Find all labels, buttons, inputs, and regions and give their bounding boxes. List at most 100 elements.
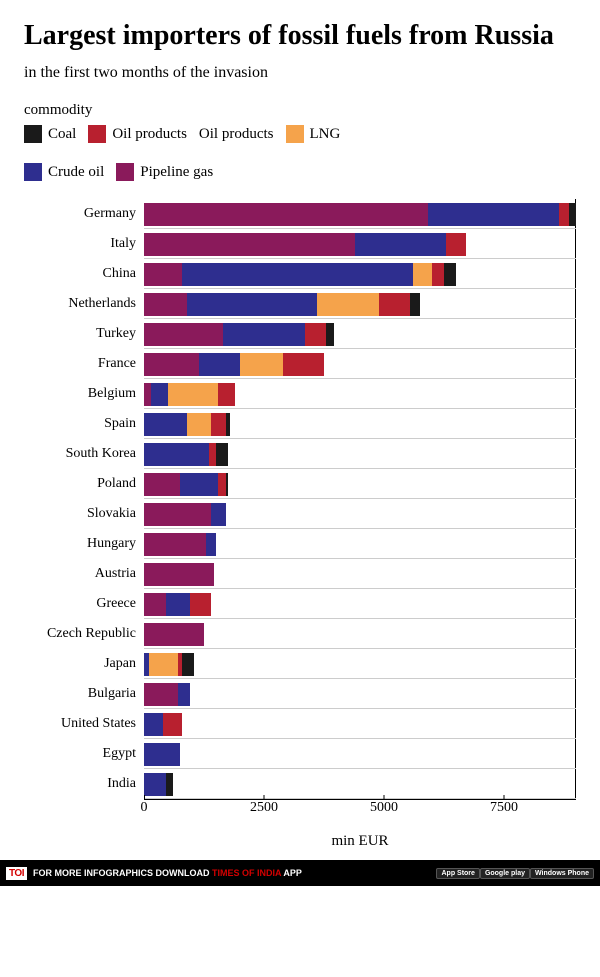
legend-item-pipeline_gas: Pipeline gas [116,163,213,181]
row-bar-area [144,769,576,799]
row-bar-area [144,229,576,259]
bar-segment-coal [569,203,576,226]
bar-segment-crude_oil [144,413,187,436]
row-bar-area [144,499,576,529]
stacked-bar [144,563,576,586]
row-label: Greece [24,596,144,612]
bar-segment-crude_oil [151,383,168,406]
chart-row: Bulgaria [24,679,576,709]
x-tick: 0 [141,800,148,816]
bar-segment-crude_oil [355,233,446,256]
row-label: Belgium [24,386,144,402]
stacked-bar [144,683,576,706]
stacked-bar [144,293,576,316]
chart-row: Turkey [24,319,576,349]
x-tick: 2500 [250,800,278,816]
bar-segment-pipeline_gas [144,323,223,346]
chart-container: Largest importers of fossil fuels from R… [0,0,600,860]
bar-segment-coal [444,263,456,286]
row-bar-area [144,559,576,589]
bar-segment-oil_products [218,383,235,406]
bar-segment-crude_oil [166,593,190,616]
bar-segment-oil_products [432,263,444,286]
legend-item-crude_oil: Crude oil [24,163,104,181]
bar-segment-pipeline_gas [144,473,180,496]
bar-segment-crude_oil [178,683,190,706]
legend-label: Pipeline gas [140,164,213,181]
store-badge[interactable]: Google play [480,868,530,879]
row-bar-area [144,379,576,409]
row-bar-area [144,439,576,469]
row-label: Italy [24,236,144,252]
bar-segment-oil_products [211,413,225,436]
chart-row: Belgium [24,379,576,409]
bar-segment-oil_products [446,233,465,256]
chart-row: Poland [24,469,576,499]
row-bar-area [144,739,576,769]
chart-row: United States [24,709,576,739]
row-bar-area [144,679,576,709]
bar-segment-lng [413,263,432,286]
bar-segment-pipeline_gas [144,563,214,586]
bar-segment-crude_oil [144,743,180,766]
stacked-bar [144,263,576,286]
stacked-bar [144,323,576,346]
row-bar-area [144,409,576,439]
bar-segment-coal [410,293,420,316]
bar-segment-pipeline_gas [144,233,355,256]
footer-banner: TOI FOR MORE INFOGRAPHICS DOWNLOAD TIMES… [0,860,600,886]
row-bar-area [144,199,576,229]
row-bar-area [144,469,576,499]
bar-segment-crude_oil [223,323,305,346]
stacked-bar [144,413,576,436]
store-badge[interactable]: App Store [436,868,479,879]
legend-swatch [116,163,134,181]
x-axis: 0250050007500 [24,799,576,829]
row-bar-area [144,259,576,289]
row-bar-area [144,589,576,619]
bar-segment-crude_oil [144,773,166,796]
stacked-bar [144,713,576,736]
bar-chart: GermanyItalyChinaNetherlandsTurkeyFrance… [24,199,576,850]
stacked-bar [144,203,576,226]
bar-segment-lng [149,653,178,676]
bar-segment-pipeline_gas [144,263,182,286]
chart-row: Spain [24,409,576,439]
bar-segment-pipeline_gas [144,623,204,646]
bar-segment-pipeline_gas [144,683,178,706]
row-label: South Korea [24,446,144,462]
legend-title: commodity [24,102,576,119]
bar-segment-pipeline_gas [144,353,199,376]
bar-segment-oil_products [379,293,410,316]
bar-segment-oil_products [190,593,212,616]
store-badge[interactable]: Windows Phone [530,868,594,879]
chart-row: China [24,259,576,289]
chart-row: South Korea [24,439,576,469]
legend-label: Oil products [112,126,187,143]
row-label: Netherlands [24,296,144,312]
chart-row: Austria [24,559,576,589]
row-label: Hungary [24,536,144,552]
bar-segment-pipeline_gas [144,503,211,526]
bar-segment-crude_oil [144,713,163,736]
row-bar-area [144,709,576,739]
stacked-bar [144,353,576,376]
row-bar-area [144,619,576,649]
stacked-bar [144,473,576,496]
stacked-bar [144,533,576,556]
chart-row: Egypt [24,739,576,769]
row-bar-area [144,649,576,679]
bar-segment-coal [226,473,228,496]
bar-segment-coal [326,323,333,346]
chart-title: Largest importers of fossil fuels from R… [24,20,576,52]
chart-row: Italy [24,229,576,259]
bar-segment-coal [182,653,194,676]
row-label: Czech Republic [24,626,144,642]
row-label: Bulgaria [24,686,144,702]
stacked-bar [144,233,576,256]
stacked-bar [144,443,576,466]
footer-badges: App StoreGoogle playWindows Phone [436,867,594,879]
chart-subtitle: in the first two months of the invasion [24,64,576,82]
bar-segment-oil_products [305,323,327,346]
row-bar-area [144,529,576,559]
